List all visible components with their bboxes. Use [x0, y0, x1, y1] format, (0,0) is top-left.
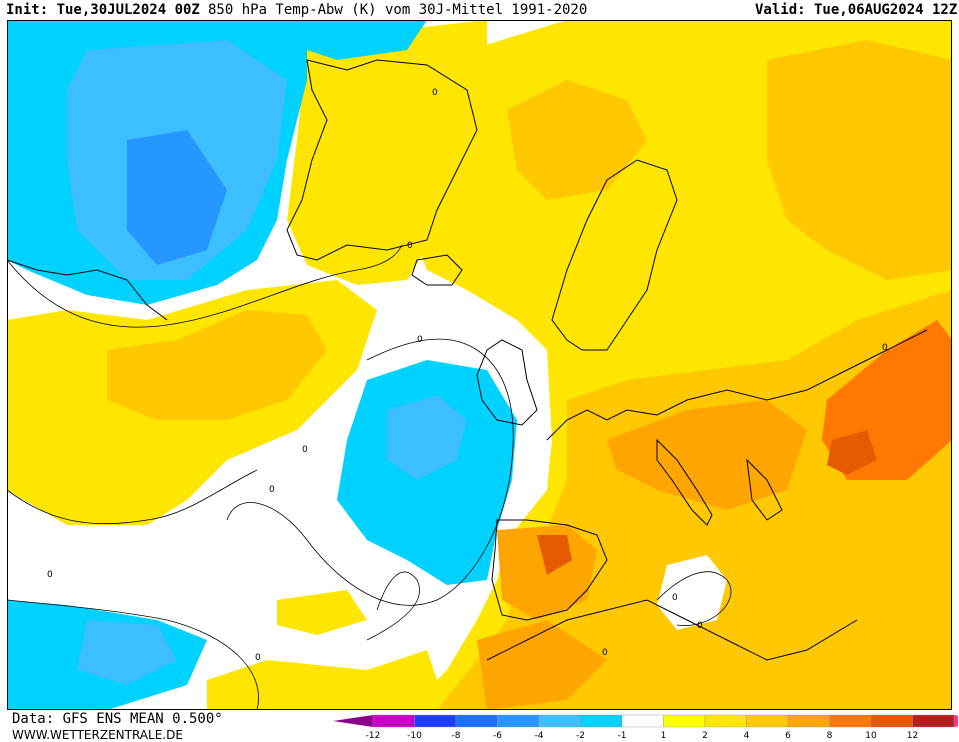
legend-tick-label: -1: [618, 731, 627, 741]
temperature-anomaly-map: 0 0 0 0 0 0 0 0 0 0 0: [7, 20, 952, 710]
scandinavia-coast: [551, 159, 678, 351]
anomaly-region-orange-africa: [477, 620, 607, 710]
legend-arrow-low: [333, 715, 373, 727]
legend-tick-label: 12: [907, 731, 918, 741]
anomaly-region-yellow-s: [207, 650, 447, 710]
contour-label: 0: [697, 621, 703, 631]
legend-swatch: [746, 714, 789, 728]
init-time: Init: Tue,30JUL2024 00Z: [6, 2, 200, 18]
anomaly-region-blue-nw: [127, 130, 227, 265]
anomaly-region-cyan-greenland-north: [307, 20, 427, 60]
contour-label: 0: [602, 648, 608, 658]
anomaly-region-yellow-atlantic-2: [107, 310, 327, 420]
legend-swatch: [912, 714, 955, 728]
british-isles-coast: [476, 339, 538, 426]
contour-label: 0: [255, 653, 261, 663]
legend-tick-label: -10: [407, 731, 422, 741]
canada-coast: [7, 259, 168, 321]
chart-title: 850 hPa Temp-Abw (K) vom 30J-Mittel 1991…: [208, 2, 588, 18]
legend-tick-label: -6: [493, 731, 502, 741]
legend-swatch: [538, 714, 581, 728]
website-credit: WWW.WETTERZENTRALE.DE: [12, 728, 183, 742]
contour-label: 0: [672, 593, 678, 603]
legend-tick-label: 4: [744, 731, 750, 741]
legend-swatch: [787, 714, 830, 728]
africa-coast: [486, 599, 858, 661]
header-bar: Init: Tue,30JUL2024 00Z 850 hPa Temp-Abw…: [0, 0, 959, 20]
legend-swatch: [580, 714, 623, 728]
contour-line: [7, 599, 259, 710]
anomaly-region-orange-balkans: [607, 400, 807, 510]
greece-coast: [746, 458, 783, 521]
anomaly-region-yellow-greenland: [287, 20, 487, 285]
iberia-coast: [491, 519, 608, 621]
contour-label: 0: [432, 88, 438, 98]
legend-tick-label: -12: [366, 731, 381, 741]
legend-swatch: [621, 714, 664, 728]
italy-coast: [656, 438, 713, 526]
legend-swatch: [497, 714, 540, 728]
contour-label: 0: [302, 445, 308, 455]
contour-label-group: 0 0 0 0 0 0 0 0 0 0 0: [47, 88, 888, 663]
data-source: Data: GFS ENS MEAN 0.500°: [12, 711, 223, 727]
anomaly-region-yellow-sw: [277, 590, 367, 635]
contour-line: [7, 244, 403, 328]
legend-swatch: [663, 714, 706, 728]
contour-label: 0: [417, 335, 423, 345]
anomaly-region-red-core: [827, 430, 877, 475]
legend-tick-label: -4: [535, 731, 544, 741]
europe-coast: [546, 329, 928, 441]
legend-swatch: [870, 714, 913, 728]
legend-swatch: [372, 714, 415, 728]
contour-label: 0: [407, 241, 413, 251]
legend-swatch: [414, 714, 457, 728]
anomaly-region-lightblue-atlantic: [387, 395, 467, 480]
contour-line: [7, 469, 258, 525]
contour-label: 0: [47, 570, 53, 580]
contour-line: [226, 338, 514, 606]
color-legend: -12 -10 -8 -6 -4 -2 -1 1 2 4 6 8 10 12: [333, 714, 958, 741]
contour-line: [366, 571, 420, 641]
anomaly-region-neutral-med: [657, 555, 727, 630]
zero-contours: [7, 244, 732, 710]
legend-tick-label: -8: [452, 731, 461, 741]
legend-tick-label: -2: [576, 731, 585, 741]
legend-tick-label: 1: [661, 731, 667, 741]
legend-tick-label: 2: [702, 731, 708, 741]
anomaly-region-red-iberia: [537, 535, 572, 575]
legend-swatch: [829, 714, 872, 728]
valid-time: Valid: Tue,06AUG2024 12Z: [755, 2, 958, 18]
legend-swatch: [455, 714, 498, 728]
greenland-coast: [286, 59, 478, 261]
coastlines: [7, 59, 928, 661]
map-border: [7, 20, 952, 710]
anomaly-region-lightblue-sw: [77, 620, 177, 685]
iceland-coast: [411, 254, 463, 286]
legend-tick-label: 10: [865, 731, 877, 741]
contour-label: 0: [269, 485, 275, 495]
legend-tick-label: 6: [785, 731, 791, 741]
anomaly-region-orange-east: [767, 40, 952, 280]
anomaly-region-orange-north: [507, 80, 647, 200]
contour-label: 0: [882, 343, 888, 353]
legend-arrow-high: [954, 715, 958, 727]
contour-line: [656, 571, 732, 626]
legend-swatch: [704, 714, 747, 728]
legend-tick-label: 8: [827, 731, 833, 741]
